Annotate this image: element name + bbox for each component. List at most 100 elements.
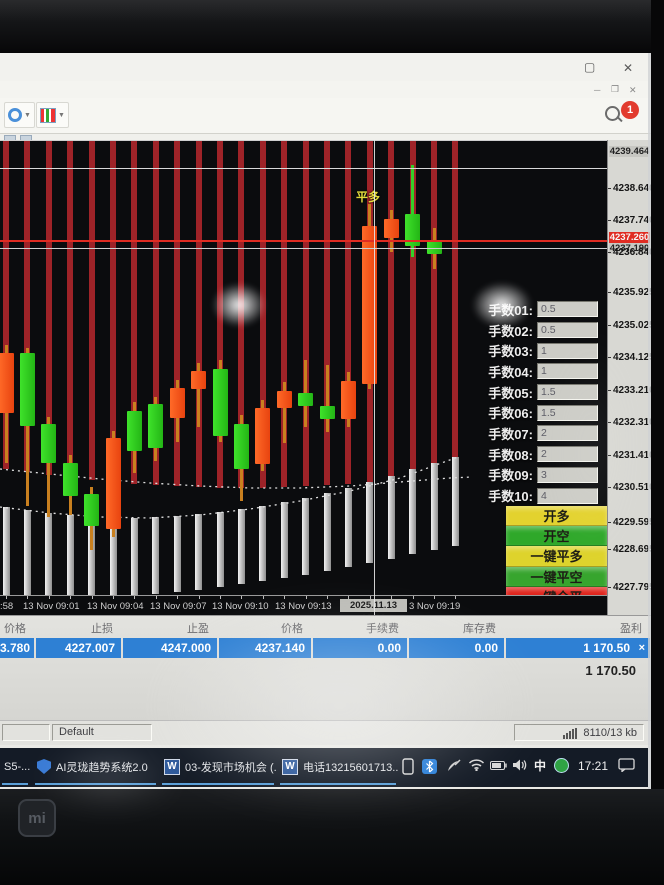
close-all-short-button[interactable]: 一键平空 xyxy=(506,566,607,587)
position-column-header: 盈利 xyxy=(620,623,642,635)
time-tick xyxy=(113,596,114,599)
position-cell: 4227.007 xyxy=(36,638,121,658)
position-cell: 0.00 xyxy=(313,638,407,658)
word-icon: W xyxy=(282,758,298,775)
time-tick xyxy=(177,596,179,599)
time-tick xyxy=(284,596,286,599)
position-value: 1 170.50 xyxy=(583,641,630,655)
lot-size-input[interactable]: 1 xyxy=(537,342,598,359)
candle-body xyxy=(383,219,399,238)
volume-bar xyxy=(66,515,74,596)
chart-type-dropdown-button[interactable]: ▼ xyxy=(36,102,69,128)
envelope-curves xyxy=(0,456,473,519)
taskbar-item[interactable]: AI灵珑趋势系统2.0 xyxy=(33,748,158,785)
taskbar-clock[interactable]: 17:21 xyxy=(578,759,609,773)
lot-size-input[interactable]: 1 xyxy=(537,363,598,380)
close-all-long-button[interactable]: 一键平多 xyxy=(506,546,607,567)
status-box-empty xyxy=(2,724,50,741)
candle-body xyxy=(212,369,228,436)
time-tick xyxy=(134,596,136,599)
volume-bar xyxy=(387,476,395,559)
bar-separator-line xyxy=(24,141,31,472)
maximize-button[interactable]: ▢ xyxy=(584,60,596,74)
lot-size-input[interactable]: 4 xyxy=(537,487,598,504)
phone-link-icon[interactable] xyxy=(402,758,414,775)
open-long-button[interactable]: 开多 xyxy=(506,506,607,527)
restore-icon[interactable]: ❐ xyxy=(611,84,620,94)
candlestick-icon xyxy=(40,107,56,123)
close-position-icon[interactable]: × xyxy=(638,642,645,654)
close-button[interactable]: ✕ xyxy=(623,61,634,75)
candle-body xyxy=(426,241,442,254)
lot-size-input[interactable]: 0.5 xyxy=(537,322,598,339)
crosshair-vertical-line xyxy=(374,140,375,615)
volume-icon[interactable] xyxy=(512,758,528,772)
position-value: 0.00 xyxy=(474,641,498,655)
candle-wick xyxy=(325,365,329,432)
positions-panel: 价格 止损 止盈 价格 手续费 库存费 盈利 3.780 4227.007 4247.000 42… xyxy=(0,615,651,721)
lot-size-input[interactable]: 2 xyxy=(537,446,598,463)
lot-size-row: 手数02: 0.5 xyxy=(468,320,598,341)
lot-size-row: 手数05: 1.5 xyxy=(468,382,598,403)
wifi-icon[interactable] xyxy=(468,758,485,771)
security-app-icon[interactable] xyxy=(554,758,569,773)
volume-bar xyxy=(130,518,138,596)
crosshair-horizontal-line xyxy=(0,248,607,249)
notification-badge[interactable]: 1 xyxy=(621,101,639,119)
laptop-bezel-bottom: mi xyxy=(0,789,664,885)
candle-body xyxy=(126,411,142,451)
lot-size-input[interactable]: 2 xyxy=(537,425,598,442)
ime-indicator[interactable]: 中 xyxy=(534,759,547,773)
lot-size-input[interactable]: 0.5 xyxy=(537,301,598,318)
close-child-icon[interactable]: ✕ xyxy=(629,85,637,95)
taskbar-item[interactable]: W 03-发现市场机会 (... xyxy=(160,748,276,785)
time-tick xyxy=(220,596,221,599)
lot-size-input[interactable]: 1.5 xyxy=(537,404,598,421)
taskbar-item[interactable]: S5-... xyxy=(0,748,30,785)
laptop-bezel-right xyxy=(651,0,664,885)
candle-body xyxy=(319,406,335,419)
volume-bar xyxy=(366,482,374,563)
close-everything-button[interactable]: 一键全平 xyxy=(506,586,607,596)
candle-body xyxy=(105,438,121,529)
candle-body xyxy=(405,214,421,246)
profit-total: 1 170.50 xyxy=(585,663,636,678)
candle-body xyxy=(276,391,292,408)
bar-separator-line xyxy=(88,141,95,480)
taskbar-item-label: 03-发现市场机会 (... xyxy=(185,761,276,774)
bluetooth-icon[interactable] xyxy=(422,759,437,774)
time-tick-label: 13 Nov 09:04 xyxy=(87,601,144,612)
battery-icon[interactable] xyxy=(490,761,507,770)
profile-box[interactable]: Default xyxy=(52,724,152,741)
indicator-dropdown-button[interactable]: ▼ xyxy=(4,102,35,128)
time-tick xyxy=(412,596,414,599)
bar-separator-line xyxy=(174,141,181,486)
notification-center-icon[interactable] xyxy=(618,758,635,772)
candle-body xyxy=(84,494,100,526)
search-icon[interactable] xyxy=(605,106,620,121)
price-tick-label: 4237.740 xyxy=(608,215,655,226)
ask-price-line xyxy=(0,240,607,242)
position-column-header: 止损 xyxy=(91,623,113,635)
volume-bar xyxy=(152,517,160,594)
minimize-icon[interactable]: ─ xyxy=(594,85,601,95)
taskbar-item[interactable]: W 电话13215601713.... xyxy=(278,748,398,785)
time-tick xyxy=(348,596,350,599)
candle-body xyxy=(255,408,271,464)
time-tick xyxy=(455,596,457,599)
satellite-dish-icon[interactable] xyxy=(446,758,462,773)
time-tick-label: 3 Nov 09:19 xyxy=(409,601,461,612)
open-short-button[interactable]: 开空 xyxy=(506,526,607,547)
lot-size-input[interactable]: 3 xyxy=(537,466,598,483)
lot-size-row: 手数10: 4 xyxy=(468,485,598,506)
candle-body xyxy=(340,381,356,419)
lot-size-input[interactable]: 1.5 xyxy=(537,384,598,401)
bar-separator-line xyxy=(324,141,330,485)
time-tick xyxy=(27,596,29,599)
mi-logo: mi xyxy=(18,799,56,837)
candlestick-chart[interactable]: 手数01: 0.5 手数02: 0.5 手数03: 1 手数04: 1 手数05: 1.5 手数06… xyxy=(0,140,607,596)
position-value: 4237.140 xyxy=(254,641,305,655)
position-value: 0.00 xyxy=(377,641,401,655)
lot-size-label: 手数04: xyxy=(488,364,533,380)
lot-size-label: 手数03: xyxy=(488,344,533,360)
